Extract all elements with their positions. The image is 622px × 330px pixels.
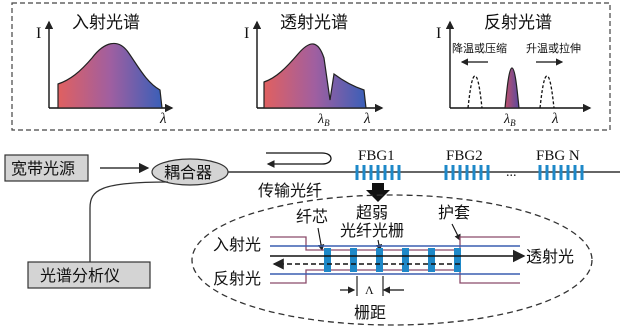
detail-reflected-label: 反射光 bbox=[213, 269, 261, 288]
incident-curve bbox=[57, 42, 163, 109]
coupler-label: 耦合器 bbox=[164, 163, 212, 182]
jacket-pointer bbox=[451, 223, 461, 241]
right-shift-peak bbox=[539, 75, 555, 109]
reflected-left-shift-label: 降温或压缩 bbox=[452, 41, 507, 55]
fiber-core bbox=[270, 245, 520, 275]
detail-incident-label: 入射光 bbox=[213, 235, 261, 254]
incident-y-axis-label: I bbox=[36, 25, 41, 42]
spectrum-analyzer-label: 光谱分析仪 bbox=[40, 266, 120, 285]
spectra-panel bbox=[11, 2, 611, 131]
fbg2-label: FBG2 bbox=[446, 148, 483, 164]
pitch-symbol: Λ bbox=[365, 283, 374, 297]
return-arrow bbox=[266, 152, 332, 168]
grating-label-line2: 光纤光栅 bbox=[340, 221, 404, 240]
fbgn-label: FBG N bbox=[536, 148, 580, 164]
fbg1-label: FBG1 bbox=[358, 148, 395, 164]
broadband-source-label: 宽带光源 bbox=[11, 159, 75, 178]
reflected-right-shift-label: 升温或拉伸 bbox=[526, 41, 581, 55]
reflected-peak bbox=[504, 67, 520, 109]
transmitted-spectrum: 透射光谱 I λB λ bbox=[244, 13, 384, 128]
left-shift-peak bbox=[467, 75, 483, 109]
detail-transmitted-label: 透射光 bbox=[526, 247, 574, 266]
pitch-label: 栅距 bbox=[354, 303, 386, 322]
grating-label-line1: 超弱 bbox=[356, 203, 388, 222]
fbg-ellipsis: ... bbox=[506, 165, 517, 180]
fbgn-grating bbox=[538, 165, 584, 180]
coupler-to-analyzer-fiber bbox=[89, 181, 169, 262]
incident-spectrum-title: 入射光谱 bbox=[72, 13, 140, 33]
reflected-spectrum: 反射光谱 I 降温或压缩 升温或拉伸 λB λ bbox=[436, 13, 592, 128]
fbg2-grating bbox=[444, 165, 490, 180]
transmitted-curve bbox=[263, 43, 367, 109]
transmitted-y-axis-label: I bbox=[244, 25, 249, 42]
reflected-y-axis-label: I bbox=[436, 25, 441, 42]
grating-blocks bbox=[324, 248, 461, 272]
transmitted-spectrum-title: 透射光谱 bbox=[280, 13, 348, 33]
incident-spectrum: 入射光谱 I λ bbox=[36, 13, 174, 127]
transmitted-notch-label: λB bbox=[317, 112, 330, 128]
jacket-label: 护套 bbox=[438, 203, 470, 222]
detail-ellipse bbox=[191, 194, 593, 326]
spectrum-analyzer: 光谱分析仪 bbox=[27, 261, 151, 289]
reflected-spectrum-title: 反射光谱 bbox=[484, 13, 552, 33]
core-label: 纤芯 bbox=[296, 207, 328, 226]
transmission-fiber-label: 传输光纤 bbox=[258, 181, 322, 200]
transmitted-x-axis-label: λ bbox=[363, 111, 371, 127]
reflected-peak-label: λB bbox=[503, 112, 516, 128]
fiber-jacket bbox=[270, 236, 520, 284]
coupler: 耦合器 bbox=[151, 158, 229, 186]
zoom-arrow bbox=[366, 183, 390, 202]
broadband-source: 宽带光源 bbox=[4, 154, 89, 182]
reflected-x-axis-label: λ bbox=[551, 111, 559, 127]
fbg1-grating bbox=[355, 165, 401, 180]
incident-x-axis-label: λ bbox=[159, 111, 167, 127]
